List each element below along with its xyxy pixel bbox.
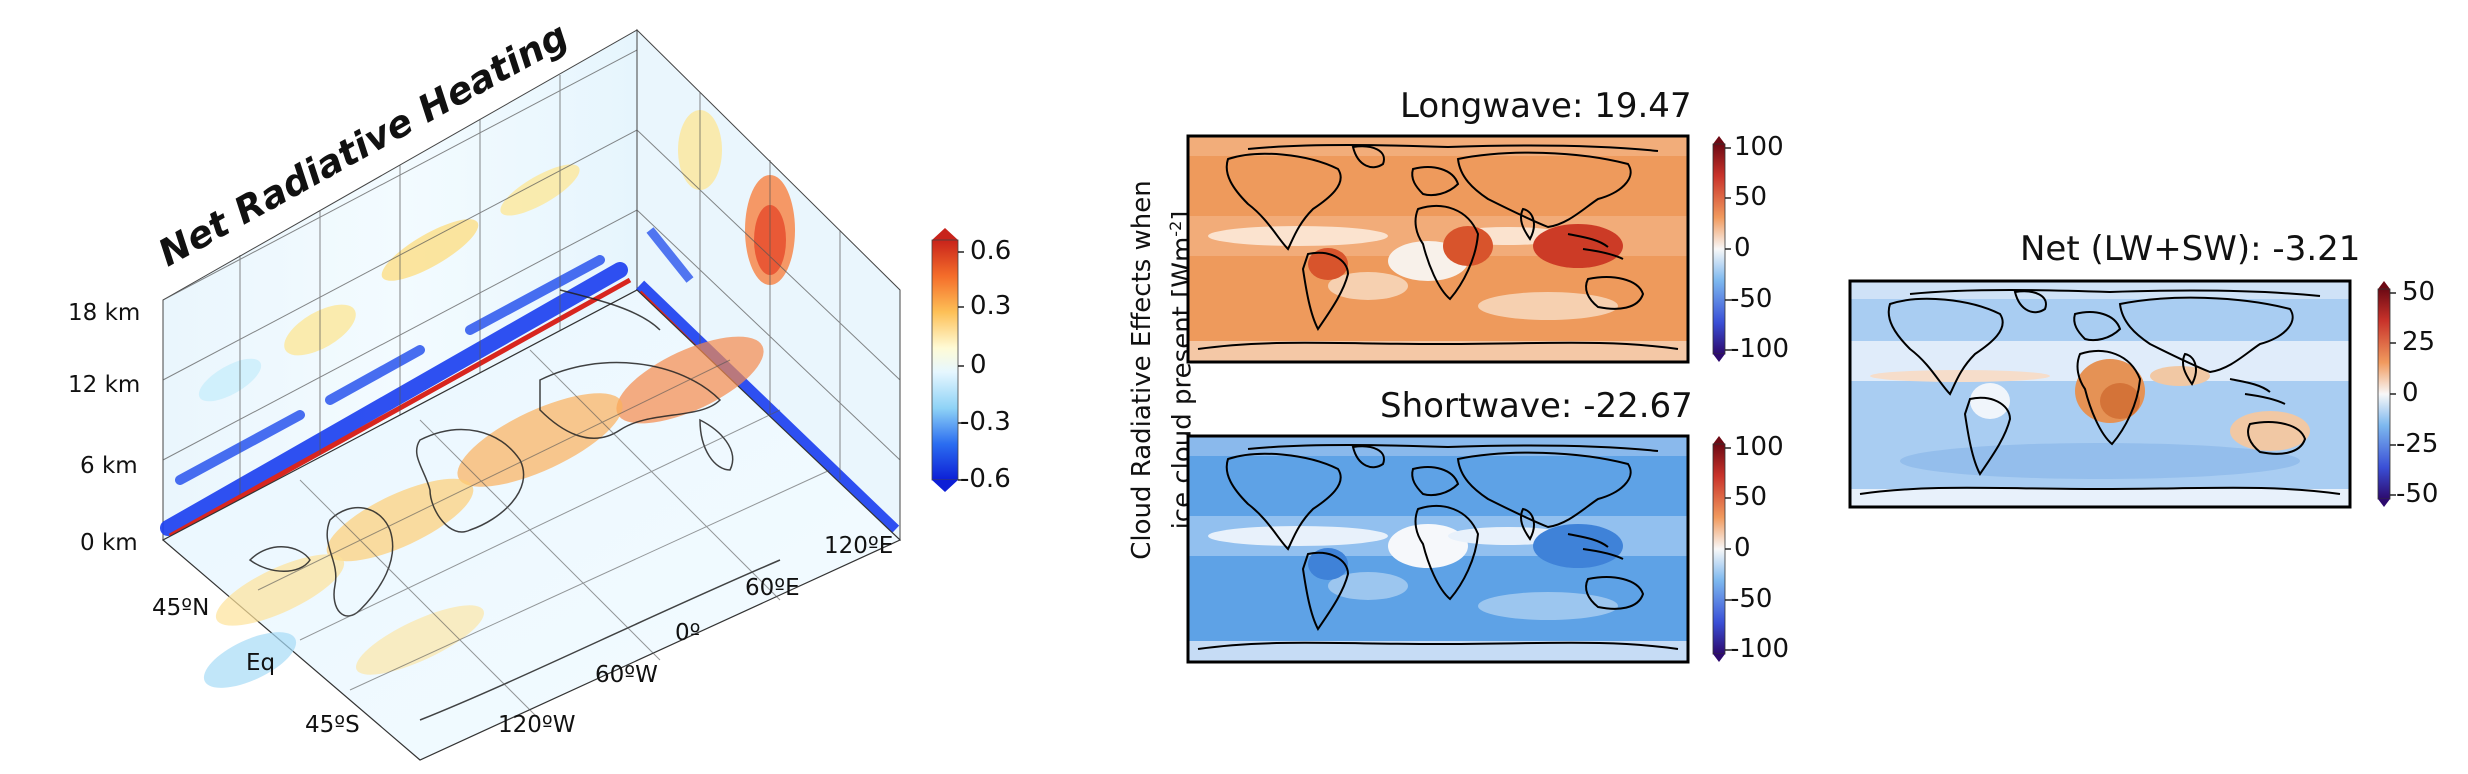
net-cbar-tick-25: 25 bbox=[2402, 327, 2436, 357]
lw-cbar-tick-50: 50 bbox=[1734, 182, 1768, 212]
lat-label-45s: 45ºS bbox=[305, 712, 360, 738]
lon-label-60e: 60ºE bbox=[745, 575, 800, 601]
heating-cbar-tick-0.3: 0.3 bbox=[970, 291, 1012, 321]
heating-cbar-tick-0: 0 bbox=[970, 350, 987, 380]
lon-label-120w: 120ºW bbox=[498, 712, 576, 738]
shortwave-title: Shortwave: -22.67 bbox=[1380, 386, 1693, 426]
longwave-title: Longwave: 19.47 bbox=[1400, 86, 1692, 126]
net-cbar-tick-neg50: -50 bbox=[2396, 479, 2439, 509]
net-title: Net (LW+SW): -3.21 bbox=[2020, 229, 2361, 269]
alt-label-18km: 18 km bbox=[68, 300, 141, 326]
longwave-map bbox=[1186, 134, 1690, 364]
longwave-panel: Longwave: 19.47 100 50 0 -50 -100 bbox=[1180, 80, 1789, 380]
net-panel: Net (LW+SW): -3.21 50 25 0 -25 -50 bbox=[1840, 225, 2460, 525]
shortwave-map bbox=[1186, 434, 1690, 664]
shortwave-panel: Shortwave: -22.67 100 50 0 -50 -100 bbox=[1180, 380, 1789, 680]
sw-cbar-tick-100: 100 bbox=[1734, 432, 1784, 462]
lat-label-45n: 45ºN bbox=[152, 595, 210, 621]
sw-cbar-tick-neg100: -100 bbox=[1730, 634, 1790, 664]
cre-ylabel-line1: Cloud Radiative Effects when bbox=[1127, 180, 1157, 560]
net-colorbar bbox=[2377, 281, 2396, 507]
map-floor bbox=[161, 289, 902, 761]
longwave-colorbar bbox=[1712, 136, 1731, 362]
lw-cbar-tick-0: 0 bbox=[1734, 233, 1751, 263]
sw-cbar-tick-50: 50 bbox=[1734, 482, 1768, 512]
lat-label-eq: Eq bbox=[246, 650, 276, 676]
heating-colorbar bbox=[931, 239, 959, 481]
colorbar-arrow-bottom bbox=[932, 480, 958, 492]
net-cbar-tick-50: 50 bbox=[2402, 277, 2436, 307]
alt-label-12km: 12 km bbox=[68, 372, 141, 398]
lon-label-60w: 60ºW bbox=[595, 662, 658, 688]
net-cbar-tick-neg25: -25 bbox=[2396, 429, 2439, 459]
longwave-value: 19.47 bbox=[1594, 86, 1692, 126]
heating-cbar-tick-neg0.6: -0.6 bbox=[960, 464, 1011, 494]
sw-cbar-tick-0: 0 bbox=[1734, 533, 1751, 563]
lw-cbar-tick-neg100: -100 bbox=[1730, 334, 1790, 364]
lw-cbar-tick-neg50: -50 bbox=[1730, 284, 1773, 314]
shortwave-colorbar bbox=[1712, 436, 1731, 662]
alt-label-0km: 0 km bbox=[80, 530, 138, 556]
net-radiative-heating-panel: Net Radiative Heating 18 km 12 km 6 km 0… bbox=[0, 0, 1100, 770]
3d-box-figure bbox=[160, 28, 964, 761]
net-map bbox=[1848, 279, 2352, 509]
lon-label-0: 0º bbox=[675, 620, 701, 646]
colorbar-arrow-top bbox=[932, 228, 958, 240]
shortwave-value: -22.67 bbox=[1583, 386, 1693, 426]
net-cbar-tick-0: 0 bbox=[2402, 378, 2419, 408]
sw-cbar-tick-neg50: -50 bbox=[1730, 584, 1773, 614]
alt-label-6km: 6 km bbox=[80, 453, 138, 479]
net-value: -3.21 bbox=[2272, 229, 2361, 269]
lw-cbar-tick-100: 100 bbox=[1734, 132, 1784, 162]
heating-cbar-tick-0.6: 0.6 bbox=[970, 236, 1012, 266]
heating-cbar-tick-neg0.3: -0.3 bbox=[960, 407, 1011, 437]
lon-label-120e: 120ºE bbox=[824, 533, 894, 559]
